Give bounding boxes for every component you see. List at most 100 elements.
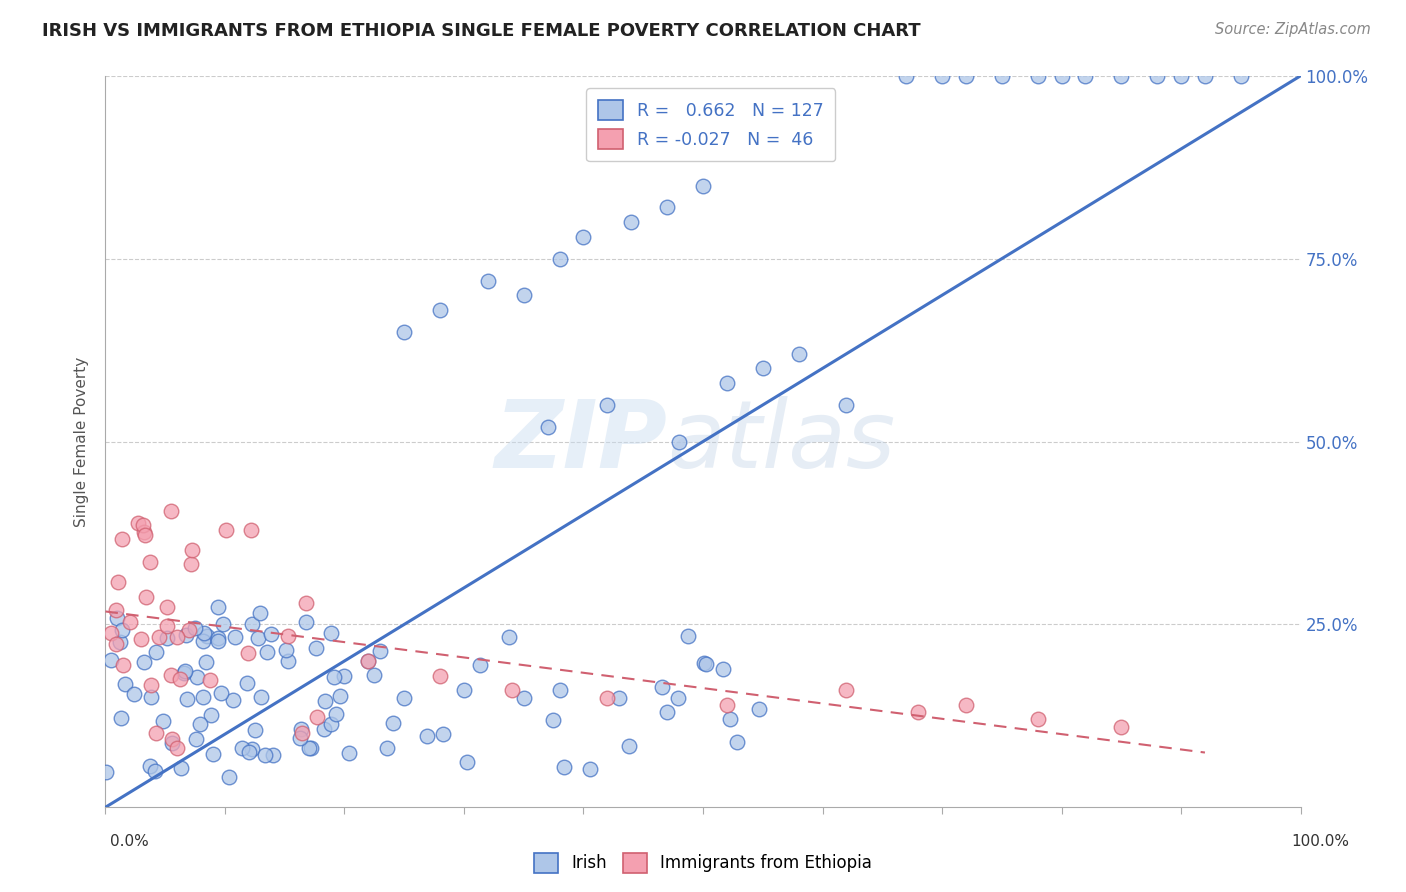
- Point: [202, 747, 225, 761]
- Point: [108, 635, 131, 649]
- Point: [748, 702, 770, 716]
- Point: [107, 575, 129, 590]
- Point: [260, 627, 283, 641]
- Point: [111, 532, 134, 546]
- Point: [1111, 69, 1133, 83]
- Point: [277, 654, 299, 668]
- Point: [299, 741, 322, 756]
- Text: Source: ZipAtlas.com: Source: ZipAtlas.com: [1215, 22, 1371, 37]
- Point: [177, 623, 200, 637]
- Point: [174, 665, 197, 679]
- Point: [207, 599, 229, 614]
- Point: [596, 398, 619, 412]
- Point: [132, 518, 155, 533]
- Point: [429, 668, 451, 682]
- Point: [207, 631, 229, 645]
- Point: [166, 630, 188, 644]
- Point: [607, 690, 630, 705]
- Point: [180, 557, 202, 571]
- Point: [159, 668, 181, 682]
- Point: [477, 274, 499, 288]
- Point: [139, 678, 162, 692]
- Point: [138, 759, 160, 773]
- Point: [114, 677, 136, 691]
- Point: [955, 69, 977, 83]
- Point: [122, 688, 145, 702]
- Point: [111, 624, 134, 638]
- Point: [725, 735, 748, 749]
- Point: [536, 420, 558, 434]
- Point: [218, 770, 240, 784]
- Point: [245, 723, 267, 737]
- Point: [156, 619, 179, 633]
- Point: [676, 629, 699, 643]
- Point: [655, 201, 678, 215]
- Point: [174, 628, 197, 642]
- Point: [432, 727, 454, 741]
- Point: [955, 698, 977, 712]
- Point: [1146, 69, 1168, 83]
- Point: [695, 657, 717, 671]
- Point: [305, 710, 328, 724]
- Point: [139, 556, 162, 570]
- Legend: Irish, Immigrants from Ethiopia: Irish, Immigrants from Ethiopia: [527, 847, 879, 880]
- Point: [295, 596, 318, 610]
- Text: IRISH VS IMMIGRANTS FROM ETHIOPIA SINGLE FEMALE POVERTY CORRELATION CHART: IRISH VS IMMIGRANTS FROM ETHIOPIA SINGLE…: [42, 22, 921, 40]
- Point: [134, 528, 156, 542]
- Point: [222, 693, 245, 707]
- Point: [620, 215, 643, 229]
- Point: [169, 672, 191, 686]
- Point: [357, 654, 380, 668]
- Point: [323, 670, 346, 684]
- Text: atlas: atlas: [666, 396, 896, 487]
- Point: [129, 632, 152, 646]
- Point: [668, 434, 690, 449]
- Point: [170, 761, 193, 775]
- Point: [94, 765, 117, 780]
- Point: [148, 631, 170, 645]
- Point: [195, 629, 218, 643]
- Point: [1111, 720, 1133, 734]
- Point: [253, 747, 276, 762]
- Point: [305, 640, 328, 655]
- Point: [298, 741, 321, 756]
- Point: [186, 670, 208, 684]
- Point: [835, 683, 858, 698]
- Point: [166, 741, 188, 756]
- Point: [277, 629, 299, 643]
- Point: [751, 361, 773, 376]
- Point: [100, 625, 122, 640]
- Point: [617, 739, 640, 754]
- Point: [195, 656, 218, 670]
- Point: [160, 504, 183, 518]
- Point: [392, 690, 416, 705]
- Point: [291, 726, 314, 740]
- Point: [337, 747, 360, 761]
- Point: [143, 764, 166, 778]
- Point: [553, 760, 575, 774]
- Point: [329, 689, 352, 703]
- Point: [239, 523, 262, 537]
- Point: [382, 715, 405, 730]
- Point: [716, 376, 738, 390]
- Point: [1170, 69, 1192, 83]
- Point: [100, 652, 122, 666]
- Point: [193, 625, 215, 640]
- Point: [134, 655, 156, 669]
- Text: ZIP: ZIP: [495, 395, 666, 488]
- Point: [498, 630, 520, 644]
- Point: [716, 698, 738, 712]
- Point: [1194, 69, 1216, 83]
- Point: [931, 69, 953, 83]
- Point: [718, 712, 741, 726]
- Point: [183, 621, 205, 635]
- Point: [141, 690, 163, 705]
- Point: [145, 645, 167, 659]
- Point: [321, 625, 343, 640]
- Point: [787, 347, 810, 361]
- Point: [200, 708, 222, 723]
- Point: [104, 603, 127, 617]
- Point: [240, 617, 263, 632]
- Point: [198, 673, 221, 687]
- Point: [135, 590, 157, 604]
